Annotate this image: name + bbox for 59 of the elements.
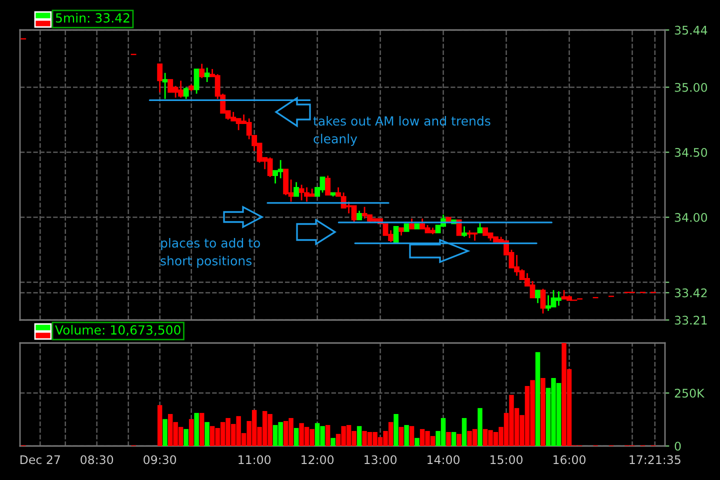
candlestick: [535, 289, 540, 304]
bar: [394, 414, 398, 446]
x-tick-label: 17:21:35: [630, 455, 680, 464]
candlestick: [183, 86, 189, 100]
bar: [404, 425, 409, 446]
candlestick: [157, 63, 163, 94]
candlestick: [462, 226, 467, 238]
candlestick: [194, 68, 200, 94]
bar: [462, 418, 467, 446]
candlestick: [393, 226, 399, 244]
x-tick-label: Dec 27: [20, 455, 60, 464]
bar: [356, 426, 362, 446]
bar: [162, 419, 168, 446]
bar: [456, 434, 462, 446]
bar: [540, 378, 546, 446]
bar: [325, 425, 330, 446]
candlestick: [204, 67, 210, 83]
bar: [535, 352, 540, 446]
annotation: places to add to short positions: [160, 238, 260, 268]
bar: [157, 405, 162, 446]
y-tick-label: 35.44: [674, 26, 708, 35]
candlestick: [199, 63, 205, 79]
candlestick: [325, 174, 331, 196]
y-tick-label: 34.50: [674, 148, 708, 157]
bar: [451, 432, 456, 446]
bar: [199, 412, 204, 446]
chart-title: 5min: 33.42: [56, 12, 130, 23]
x-tick-label: 12:00: [302, 455, 334, 464]
bar: [414, 438, 420, 446]
bar: [204, 422, 210, 446]
x-tick-label: 16:00: [554, 455, 586, 464]
bar: [184, 429, 188, 446]
bar: [478, 408, 482, 446]
chart-title: Volume: 10,673,500: [55, 324, 180, 336]
candlestick: [456, 220, 462, 236]
x-tick-label: 08:30: [80, 455, 114, 464]
x-tick-label: 15:00: [490, 455, 522, 464]
bar: [398, 426, 404, 446]
bar: [330, 438, 336, 446]
candlestick: [294, 181, 300, 198]
bar: [194, 412, 199, 446]
bar: [446, 432, 451, 446]
x-tick-label: 14:00: [428, 455, 460, 464]
y-tick-label: 33.42: [674, 288, 707, 298]
candlestick: [540, 288, 546, 314]
candlestick: [162, 72, 168, 100]
bar: [294, 428, 299, 446]
x-tick-label: 13:00: [364, 455, 397, 464]
x-tick-label: 09:30: [144, 455, 176, 464]
y-tick-label: 0: [674, 442, 681, 451]
y-tick-label: 250K: [674, 388, 705, 398]
y-tick-label: 34.00: [674, 212, 708, 222]
annotation: takes out AM low and trends cleanly: [313, 116, 490, 146]
bar: [409, 426, 414, 446]
bar: [188, 419, 194, 446]
y-tick-label: 33.21: [674, 316, 707, 325]
y-tick-label: 35.00: [674, 82, 708, 92]
candlestick: [356, 210, 362, 221]
x-tick-label: 11:00: [238, 455, 271, 464]
